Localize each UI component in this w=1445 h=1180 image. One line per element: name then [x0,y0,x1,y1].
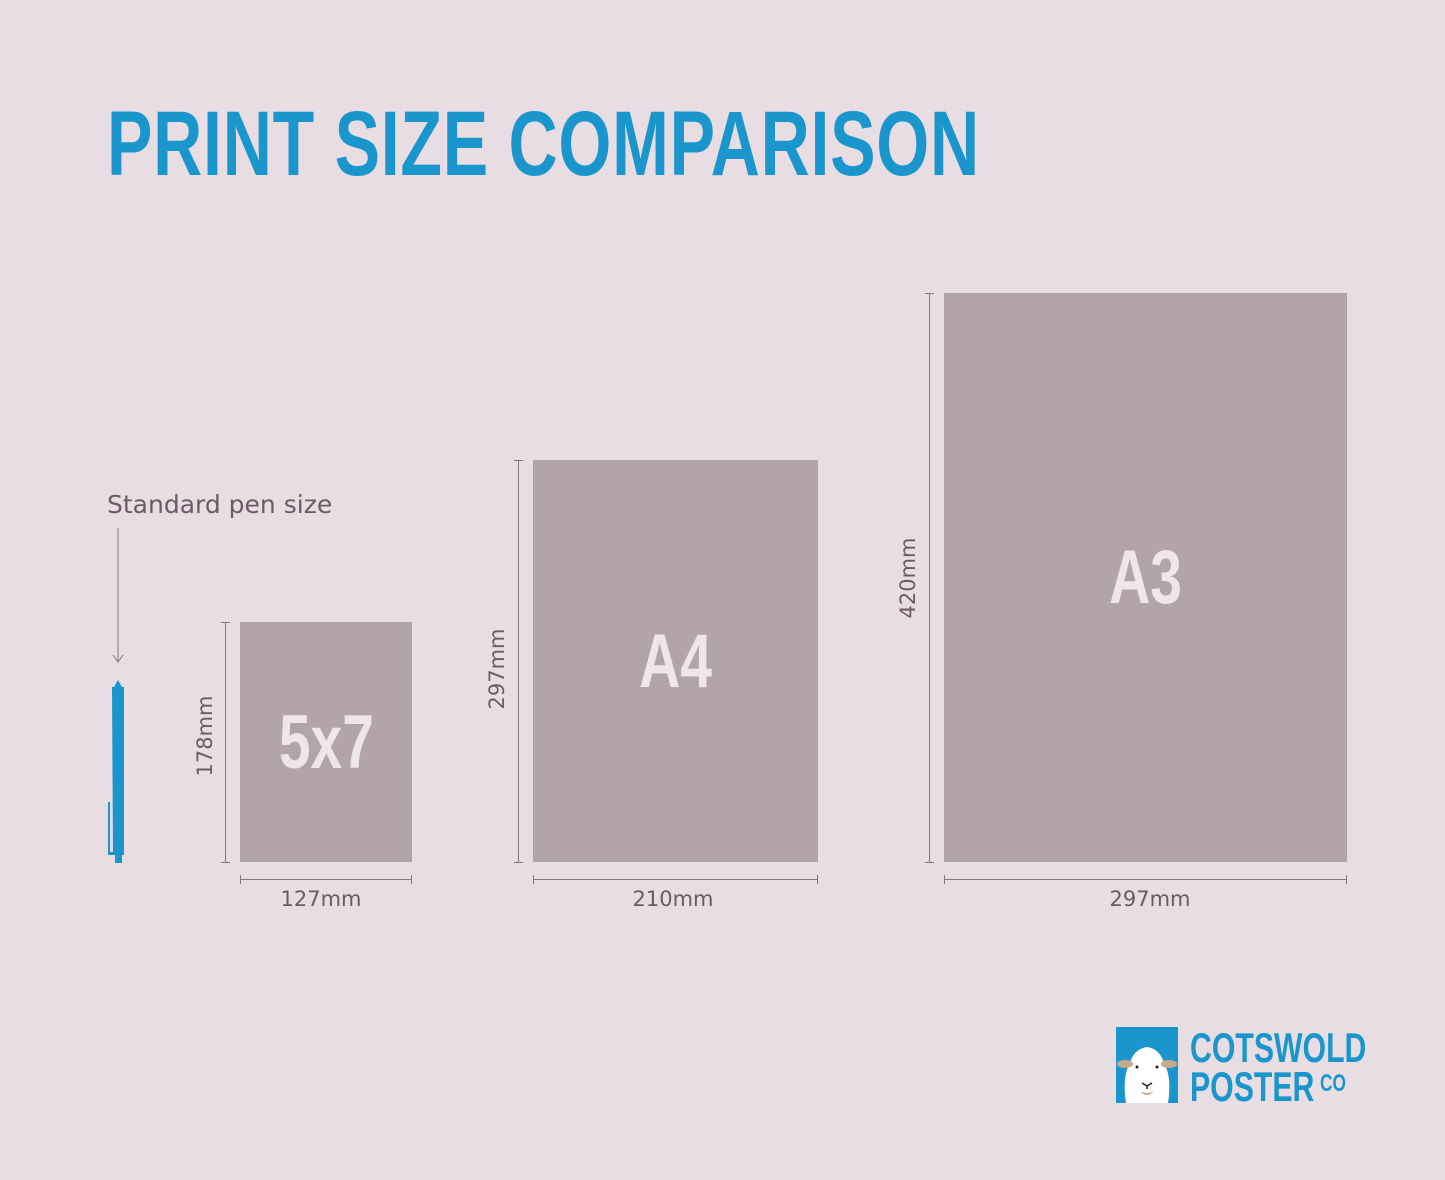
tick [925,862,934,863]
sheep-logo-icon [1116,1027,1178,1103]
height-dimension-line [518,460,519,862]
width-label: 210mm [632,887,714,911]
width-dimension-line [944,879,1347,880]
print-a4: A4 [533,460,818,862]
tick [411,875,412,884]
width-label: 127mm [280,887,362,911]
tick [240,875,241,884]
pen-icon [108,528,124,863]
tick [514,460,523,461]
height-dimension-line [225,622,226,862]
tick [533,875,534,884]
width-dimension-line [533,879,818,880]
logo-suffix: CO [1320,1070,1346,1097]
size-label: A3 [1109,535,1182,620]
tick [221,862,230,863]
tick [221,622,230,623]
page-title: PRINT SIZE COMPARISON [107,93,980,195]
size-label: 5x7 [278,699,374,785]
tick [1346,875,1347,884]
tick [944,875,945,884]
tick [514,862,523,863]
print-a3: A3 [944,293,1347,862]
logo-line2: POSTER [1190,1063,1315,1110]
tick [925,293,934,294]
width-label: 297mm [1109,887,1191,911]
height-label: 178mm [193,695,217,777]
height-dimension-line [929,293,930,862]
tick [817,875,818,884]
print-5x7: 5x7 [240,622,412,862]
size-label: A4 [639,618,712,704]
height-label: 420mm [896,537,920,619]
height-label: 297mm [485,628,509,710]
logo-line1: COTSWOLD [1190,1024,1367,1071]
width-dimension-line [240,879,412,880]
pen-label: Standard pen size [107,490,333,519]
